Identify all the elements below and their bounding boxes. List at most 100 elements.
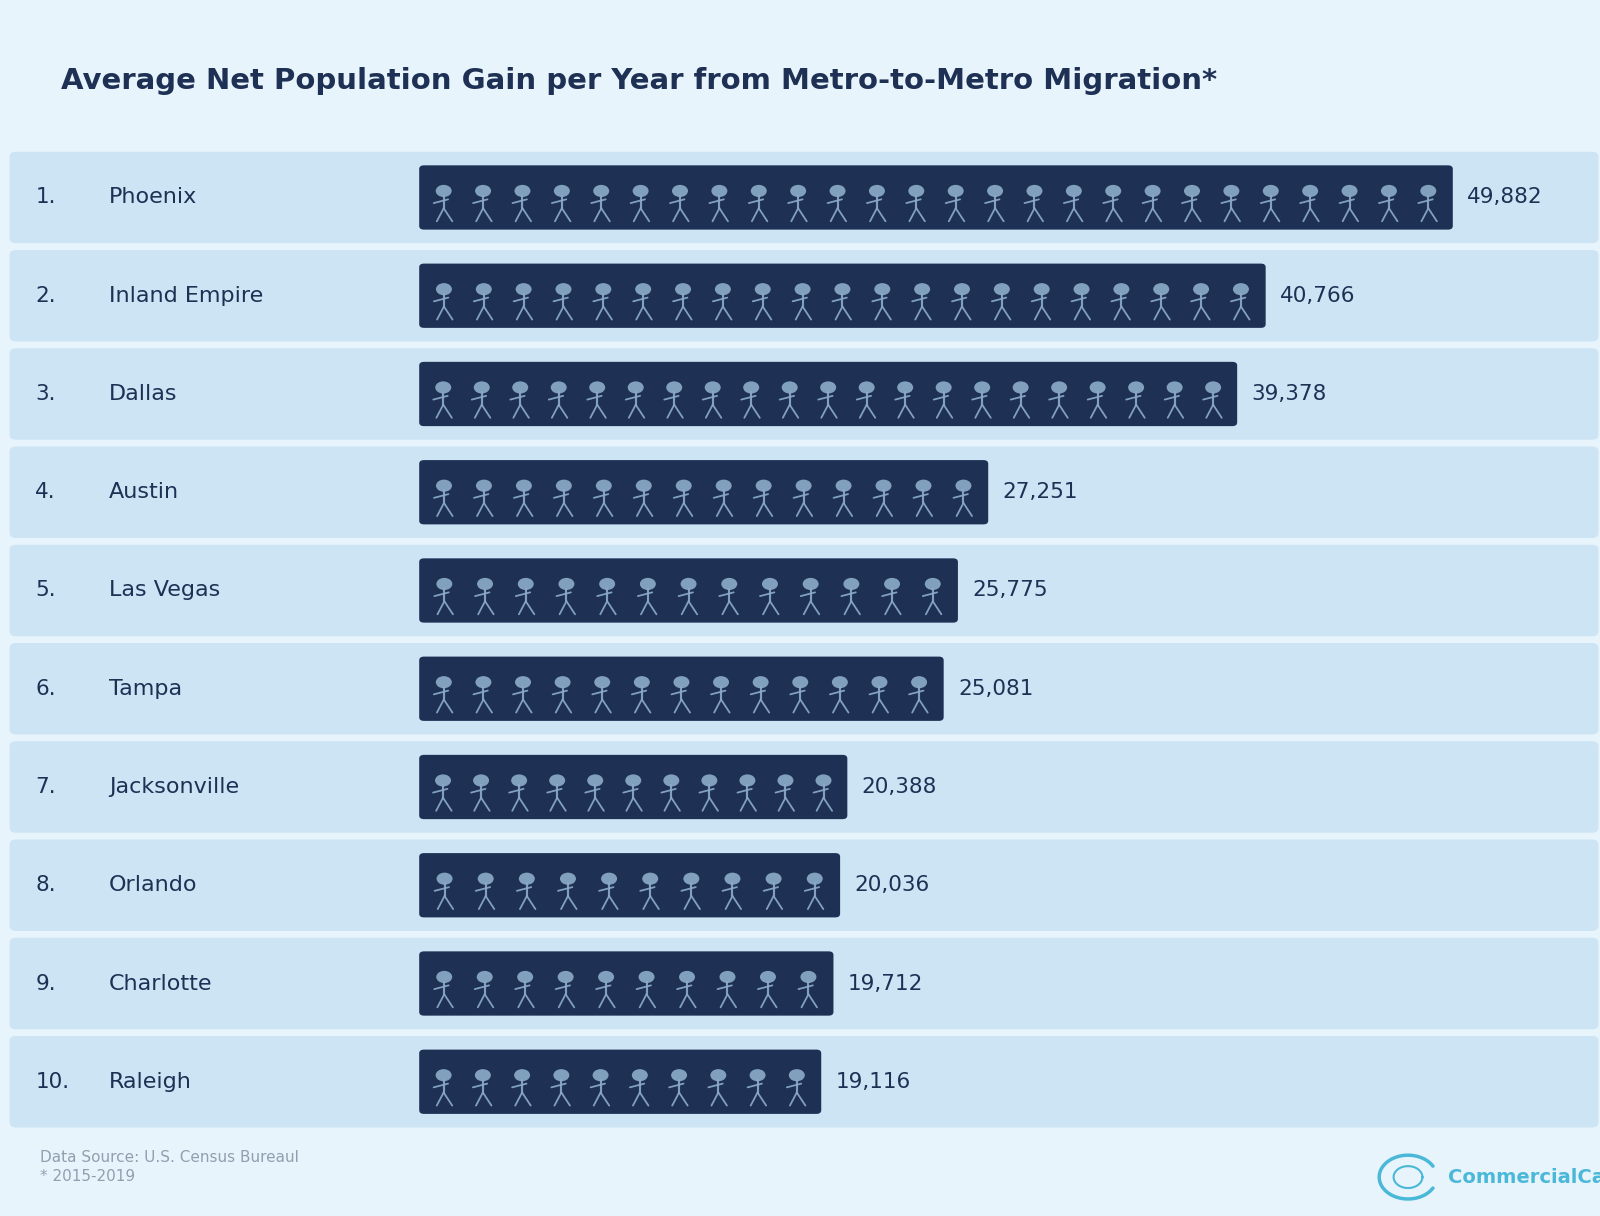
Circle shape [518,578,534,590]
Circle shape [800,970,816,983]
Circle shape [437,873,453,885]
Circle shape [714,676,730,688]
FancyBboxPatch shape [10,938,1598,1029]
FancyBboxPatch shape [419,558,958,623]
Circle shape [632,185,648,197]
Circle shape [634,676,650,688]
Circle shape [710,1069,726,1081]
Circle shape [1184,185,1200,197]
Circle shape [803,578,819,590]
Circle shape [554,1069,570,1081]
Circle shape [954,283,970,295]
Text: 27,251: 27,251 [1003,483,1078,502]
Circle shape [587,775,603,787]
Circle shape [666,382,682,394]
Circle shape [1194,283,1210,295]
Circle shape [829,185,845,197]
Circle shape [755,283,771,295]
Circle shape [560,873,576,885]
Circle shape [550,382,566,394]
Circle shape [477,578,493,590]
Circle shape [874,283,890,295]
Circle shape [947,185,963,197]
Circle shape [517,970,533,983]
Text: 9.: 9. [35,974,56,993]
Circle shape [670,1069,686,1081]
Circle shape [955,479,971,491]
Text: 10.: 10. [35,1071,69,1092]
Circle shape [437,970,453,983]
Circle shape [795,283,811,295]
Text: CommercialCafe: CommercialCafe [1448,1167,1600,1187]
Circle shape [1090,382,1106,394]
Circle shape [435,676,451,688]
Text: Orlando: Orlando [109,876,197,895]
Circle shape [720,970,736,983]
Circle shape [1114,283,1130,295]
Circle shape [915,479,931,491]
Circle shape [1128,382,1144,394]
Circle shape [680,578,696,590]
Text: 4.: 4. [35,483,56,502]
Circle shape [475,1069,491,1081]
Text: 49,882: 49,882 [1467,187,1542,208]
Text: Raleigh: Raleigh [109,1071,192,1092]
Circle shape [795,479,811,491]
Circle shape [510,775,526,787]
Circle shape [515,283,531,295]
Circle shape [752,676,768,688]
Circle shape [1262,185,1278,197]
Circle shape [936,382,952,394]
Circle shape [821,382,837,394]
Circle shape [638,970,654,983]
Circle shape [755,479,771,491]
FancyBboxPatch shape [10,643,1598,734]
FancyBboxPatch shape [10,839,1598,931]
Text: 25,081: 25,081 [958,679,1034,699]
Text: 7.: 7. [35,777,56,796]
Circle shape [475,185,491,197]
Circle shape [739,775,755,787]
Circle shape [762,578,778,590]
FancyBboxPatch shape [10,446,1598,537]
Circle shape [435,775,451,787]
Circle shape [782,382,798,394]
Circle shape [1013,382,1029,394]
Text: 39,378: 39,378 [1251,384,1326,404]
Circle shape [869,185,885,197]
Circle shape [1144,185,1160,197]
Circle shape [515,479,531,491]
Text: 19,712: 19,712 [848,974,923,993]
Circle shape [1234,283,1250,295]
Circle shape [555,283,571,295]
Circle shape [594,676,610,688]
Circle shape [515,676,531,688]
Circle shape [1205,382,1221,394]
Text: 6.: 6. [35,679,56,699]
Text: Data Source: U.S. Census Bureaul: Data Source: U.S. Census Bureaul [40,1150,299,1165]
FancyBboxPatch shape [419,362,1237,426]
Circle shape [664,775,680,787]
Circle shape [437,578,453,590]
Circle shape [789,1069,805,1081]
Circle shape [598,578,614,590]
Circle shape [642,873,658,885]
Circle shape [558,970,574,983]
Circle shape [1224,185,1240,197]
Circle shape [715,479,731,491]
Circle shape [744,382,758,394]
Circle shape [909,185,925,197]
FancyBboxPatch shape [419,755,848,820]
Circle shape [872,676,888,688]
Circle shape [1421,185,1437,197]
Circle shape [816,775,832,787]
Circle shape [549,775,565,787]
Circle shape [589,382,605,394]
Circle shape [683,873,699,885]
Circle shape [704,382,720,394]
Circle shape [994,283,1010,295]
Text: 3.: 3. [35,384,56,404]
Circle shape [1154,283,1170,295]
Circle shape [790,185,806,197]
Circle shape [760,970,776,983]
